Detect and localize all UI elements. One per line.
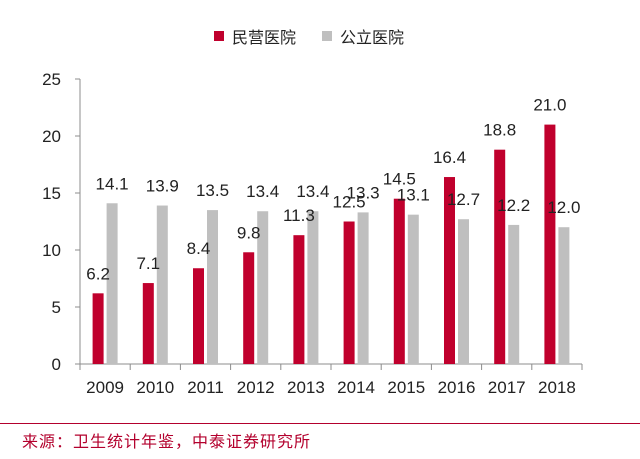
data-label-public: 13.1 xyxy=(397,186,430,205)
bar-public xyxy=(558,227,570,364)
data-label-private: 18.8 xyxy=(483,121,516,140)
data-label-private: 6.2 xyxy=(86,264,110,283)
legend-label-private: 民营医院 xyxy=(232,28,297,47)
bar-public xyxy=(407,214,419,364)
x-tick-label: 2016 xyxy=(438,378,476,397)
legend-label-public: 公立医院 xyxy=(340,28,405,47)
bar-public xyxy=(458,219,469,364)
source-note: 来源：卫生统计年鉴，中泰证券研究所 xyxy=(22,432,312,451)
data-label-public: 13.4 xyxy=(246,182,279,201)
data-label-private: 16.4 xyxy=(433,148,466,167)
y-tick-label: 5 xyxy=(52,298,61,317)
legend-swatch-private xyxy=(214,31,224,41)
y-tick-label: 25 xyxy=(42,70,61,89)
data-label-private: 12.5 xyxy=(333,193,366,212)
bar-private xyxy=(193,268,204,364)
data-label-private: 8.4 xyxy=(187,239,211,258)
legend-swatch-public xyxy=(322,31,333,41)
y-axis: 0 5 10 15 20 25 xyxy=(42,70,81,374)
x-tick-label: 2010 xyxy=(136,378,174,397)
data-label-private: 21.0 xyxy=(533,96,566,115)
bar-public xyxy=(207,210,218,364)
data-label-public: 13.4 xyxy=(296,182,329,201)
bar-public xyxy=(307,211,319,364)
data-label-public: 12.2 xyxy=(497,196,530,215)
legend-item-public: 公立医院 xyxy=(322,24,404,48)
bar-private xyxy=(92,293,104,364)
data-label-private: 7.1 xyxy=(136,254,160,273)
bar-public xyxy=(508,224,520,364)
x-tick-label: 2011 xyxy=(187,378,224,397)
bar-public xyxy=(257,211,269,364)
y-tick-label: 10 xyxy=(42,241,61,260)
data-label-public: 12.7 xyxy=(447,190,480,209)
x-tick-label: 2014 xyxy=(337,378,375,397)
bar-public xyxy=(156,205,168,364)
chart-legend: 民营医院 公立医院 xyxy=(214,24,404,48)
data-label-public: 13.5 xyxy=(196,181,229,200)
data-label-private: 14.5 xyxy=(383,170,416,189)
bar-private xyxy=(142,283,154,364)
bar-private xyxy=(544,124,556,364)
x-tick-label: 2009 xyxy=(86,378,124,397)
data-label-public: 13.3 xyxy=(347,183,380,202)
bar-private xyxy=(343,221,355,364)
bar-private xyxy=(444,177,455,364)
data-labels: 6.214.17.113.98.413.59.813.411.313.412.5… xyxy=(86,96,580,284)
bar-public xyxy=(357,212,369,364)
data-label-public: 12.0 xyxy=(547,198,580,217)
data-label-public: 14.1 xyxy=(96,174,129,193)
y-tick-label: 15 xyxy=(42,184,61,203)
x-tick-label: 2015 xyxy=(387,378,425,397)
x-tick-label: 2013 xyxy=(287,378,325,397)
legend-item-private: 民营医院 xyxy=(214,24,296,48)
source-divider xyxy=(0,423,640,424)
x-tick-label: 2018 xyxy=(538,378,576,397)
bar-private xyxy=(393,198,405,364)
data-label-private: 9.8 xyxy=(237,223,261,242)
bars xyxy=(92,124,570,364)
bar-public xyxy=(106,203,118,364)
x-tick-label: 2012 xyxy=(237,378,275,397)
x-tick-label: 2017 xyxy=(488,378,526,397)
x-axis: 2009 2010 2011 2012 2013 2014 2015 2016 2017 2018 xyxy=(79,363,583,397)
bar-private xyxy=(494,149,506,364)
bar-private xyxy=(293,235,305,364)
data-label-public: 13.9 xyxy=(146,177,179,196)
data-label-private: 11.3 xyxy=(283,206,315,225)
y-tick-label: 0 xyxy=(52,355,61,374)
bar-private xyxy=(243,252,255,364)
y-tick-label: 20 xyxy=(42,127,61,146)
